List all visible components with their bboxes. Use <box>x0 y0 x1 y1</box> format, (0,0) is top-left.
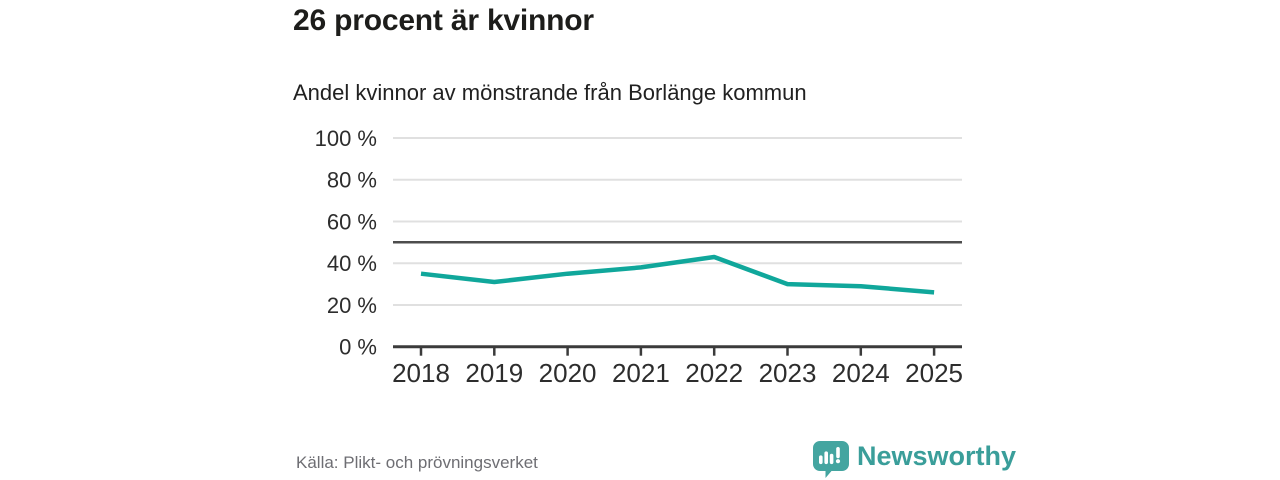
source-note: Källa: Plikt- och prövningsverket <box>296 453 538 472</box>
chart-subtitle: Andel kvinnor av mönstrande från Borläng… <box>293 80 807 105</box>
x-axis-label-2018: 2018 <box>392 358 450 388</box>
y-axis-label-60: 60 % <box>327 210 377 235</box>
y-axis-label-100: 100 % <box>315 126 377 151</box>
y-axis-label-0: 0 % <box>339 335 377 360</box>
x-axis-label-2024: 2024 <box>832 358 890 388</box>
y-axis-label-80: 80 % <box>327 168 377 193</box>
y-axis-label-40: 40 % <box>327 251 377 276</box>
newsworthy-logo-text: Newsworthy <box>857 441 1017 471</box>
mini-bar-chart-glyph <box>819 447 840 465</box>
x-axis-label-2023: 2023 <box>759 358 817 388</box>
x-axis-label-2022: 2022 <box>685 358 743 388</box>
y-axis-label-20: 20 % <box>327 293 377 318</box>
x-axis-label-2019: 2019 <box>465 358 523 388</box>
x-axis-label-2020: 2020 <box>539 358 597 388</box>
newsworthy-logo-icon <box>813 441 849 478</box>
exclamation-dot <box>835 459 841 464</box>
page-title: 26 procent är kvinnor <box>293 4 594 37</box>
data-series-line <box>420 254 935 295</box>
x-axis-label-2025: 2025 <box>905 358 963 388</box>
x-axis-label-2021: 2021 <box>612 358 670 388</box>
newsworthy-logo[interactable]: Newsworthy <box>812 440 1016 479</box>
line-chart: 0 % 20 % 40 % 60 % 80 % 100 % 2018 2019 2020 2021… <box>315 126 963 388</box>
